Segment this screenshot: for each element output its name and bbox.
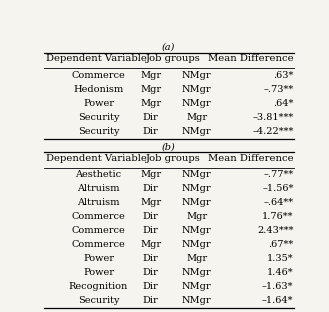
Text: Security: Security	[78, 296, 119, 305]
Text: Mgr: Mgr	[140, 85, 161, 94]
Text: Dependent Variable: Dependent Variable	[46, 154, 147, 163]
Text: Altruism: Altruism	[77, 198, 120, 207]
Text: Security: Security	[78, 113, 119, 122]
Text: 1.46*: 1.46*	[267, 268, 293, 277]
Text: Mgr: Mgr	[186, 254, 207, 263]
Text: Dir: Dir	[143, 282, 159, 291]
Text: 1.76**: 1.76**	[262, 212, 293, 221]
Text: Mgr: Mgr	[186, 113, 207, 122]
Text: 2.43***: 2.43***	[257, 226, 293, 235]
Text: (a): (a)	[162, 43, 175, 52]
Text: NMgr: NMgr	[182, 127, 212, 136]
Text: –1.56*: –1.56*	[262, 184, 293, 193]
Text: NMgr: NMgr	[182, 184, 212, 193]
Text: NMgr: NMgr	[182, 71, 212, 80]
Text: Mgr: Mgr	[140, 170, 161, 179]
Text: NMgr: NMgr	[182, 198, 212, 207]
Text: –.64**: –.64**	[264, 198, 293, 207]
Text: Job groups: Job groups	[146, 154, 201, 163]
Text: Mgr: Mgr	[140, 198, 161, 207]
Text: NMgr: NMgr	[182, 170, 212, 179]
Text: Mgr: Mgr	[140, 99, 161, 108]
Text: Dir: Dir	[143, 184, 159, 193]
Text: Commerce: Commerce	[72, 226, 125, 235]
Text: Security: Security	[78, 127, 119, 136]
Text: Dir: Dir	[143, 113, 159, 122]
Text: Mean Difference: Mean Difference	[208, 54, 293, 63]
Text: Commerce: Commerce	[72, 71, 125, 80]
Text: NMgr: NMgr	[182, 282, 212, 291]
Text: Mgr: Mgr	[140, 240, 161, 249]
Text: Commerce: Commerce	[72, 240, 125, 249]
Text: .63*: .63*	[273, 71, 293, 80]
Text: Dir: Dir	[143, 296, 159, 305]
Text: NMgr: NMgr	[182, 99, 212, 108]
Text: Dir: Dir	[143, 226, 159, 235]
Text: 1.35*: 1.35*	[267, 254, 293, 263]
Text: Hedonism: Hedonism	[73, 85, 124, 94]
Text: .64*: .64*	[273, 99, 293, 108]
Text: Aesthetic: Aesthetic	[75, 170, 121, 179]
Text: .67**: .67**	[268, 240, 293, 249]
Text: NMgr: NMgr	[182, 296, 212, 305]
Text: Dir: Dir	[143, 254, 159, 263]
Text: Power: Power	[83, 254, 114, 263]
Text: –1.64*: –1.64*	[262, 296, 293, 305]
Text: –4.22***: –4.22***	[252, 127, 293, 136]
Text: Altruism: Altruism	[77, 184, 120, 193]
Text: NMgr: NMgr	[182, 240, 212, 249]
Text: Mean Difference: Mean Difference	[208, 154, 293, 163]
Text: Recognition: Recognition	[69, 282, 128, 291]
Text: Commerce: Commerce	[72, 212, 125, 221]
Text: NMgr: NMgr	[182, 268, 212, 277]
Text: Dir: Dir	[143, 127, 159, 136]
Text: Dir: Dir	[143, 268, 159, 277]
Text: Power: Power	[83, 268, 114, 277]
Text: (b): (b)	[162, 142, 175, 151]
Text: Dependent Variable: Dependent Variable	[46, 54, 147, 63]
Text: Mgr: Mgr	[186, 212, 207, 221]
Text: –1.63*: –1.63*	[262, 282, 293, 291]
Text: Power: Power	[83, 99, 114, 108]
Text: Job groups: Job groups	[146, 54, 201, 63]
Text: Mgr: Mgr	[140, 71, 161, 80]
Text: NMgr: NMgr	[182, 85, 212, 94]
Text: –3.81***: –3.81***	[252, 113, 293, 122]
Text: Dir: Dir	[143, 212, 159, 221]
Text: NMgr: NMgr	[182, 226, 212, 235]
Text: –.77**: –.77**	[263, 170, 293, 179]
Text: –.73**: –.73**	[263, 85, 293, 94]
